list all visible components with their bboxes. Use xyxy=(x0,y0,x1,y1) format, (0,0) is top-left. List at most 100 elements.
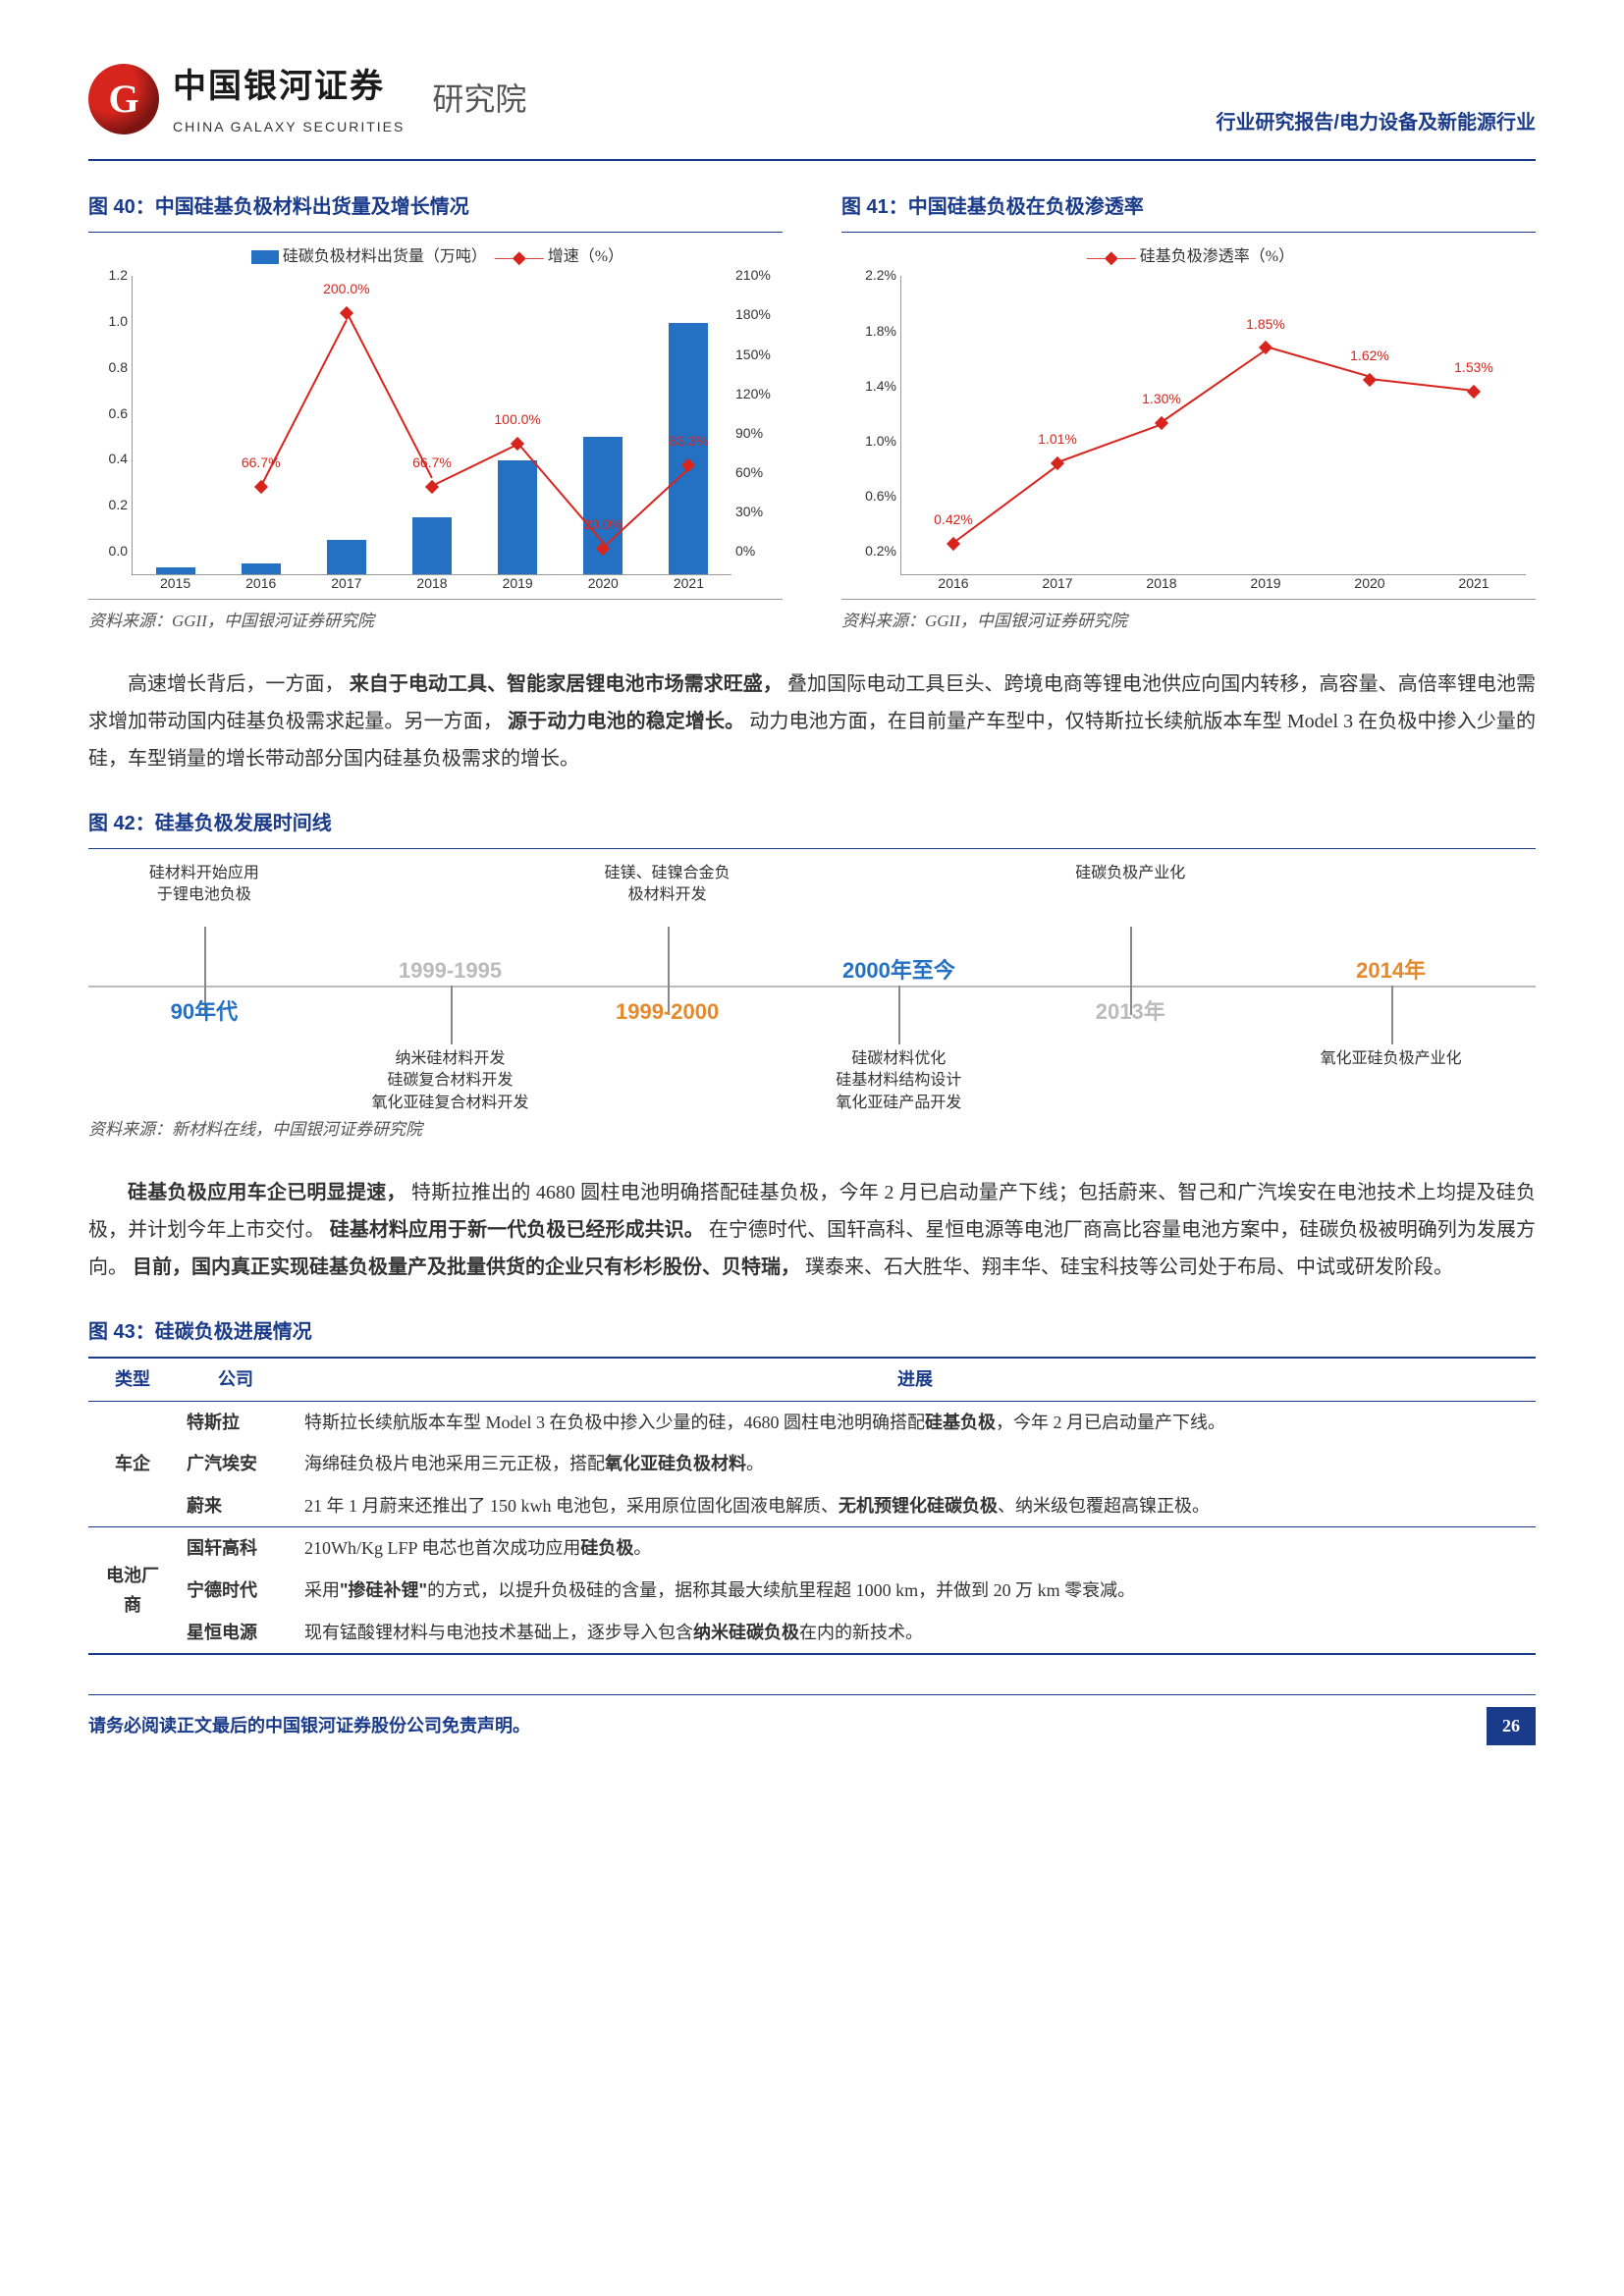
x-label: 2019 xyxy=(1250,572,1280,596)
tick xyxy=(204,927,206,986)
company-cell: 蔚来 xyxy=(177,1485,295,1527)
desc-cell: 采用"掺硅补锂"的方式，以提升负极硅的含量，据称其最大续航里程超 1000 km… xyxy=(295,1570,1536,1612)
table-header-row: 类型公司进展 xyxy=(88,1359,1536,1401)
company-cell: 国轩高科 xyxy=(177,1527,295,1570)
era-label: 2014年 xyxy=(1356,952,1426,988)
company-cell: 广汽埃安 xyxy=(177,1443,295,1485)
tick xyxy=(1130,927,1132,986)
line-seg xyxy=(952,465,1057,544)
point-label: 1.53% xyxy=(1454,356,1493,380)
p2-a: 硅基负极应用车企已明显提速， xyxy=(128,1182,406,1203)
tick xyxy=(668,927,670,986)
fig41-legend: —◆—硅基负极渗透率（%） xyxy=(841,242,1536,273)
figure-41: 图 41：中国硅基负极在负极渗透率 —◆—硅基负极渗透率（%） 0.2%0.6%… xyxy=(841,190,1536,636)
timeline-diagram: 90年代硅材料开始应用于锂电池负极1999-1995纳米硅材料开发硅碳复合材料开… xyxy=(88,863,1536,1108)
company-name-en: CHINA GALAXY SECURITIES xyxy=(173,116,405,139)
p1-a: 高速增长背后，一方面， xyxy=(128,673,345,695)
fig40-source: 资料来源：GGII，中国银河证券研究院 xyxy=(88,608,783,636)
p1-d: 源于动力电池的稳定增长。 xyxy=(508,711,744,732)
bar-swatch-icon xyxy=(251,250,279,264)
table-row: 车企特斯拉特斯拉长续航版本车型 Model 3 在负极中掺入少量的硅，4680 … xyxy=(88,1401,1536,1443)
x-label: 2019 xyxy=(503,572,533,596)
page-header: G 中国银河证券 CHINA GALAXY SECURITIES 研究院 行业研… xyxy=(88,59,1536,161)
tl-top-label: 硅材料开始应用于锂电池负极 xyxy=(149,863,259,907)
line-point xyxy=(1467,385,1481,399)
bar xyxy=(412,517,452,574)
page-number: 26 xyxy=(1487,1707,1536,1745)
x-label: 2020 xyxy=(588,572,619,596)
line-seg xyxy=(346,311,433,478)
legend-bar-label: 硅碳负极材料出货量（万吨） xyxy=(283,248,487,265)
desc-cell: 现有锰酸锂材料与电池技术基础上，逐步导入包含纳米硅碳负极在内的新技术。 xyxy=(295,1612,1536,1654)
x-label: 2020 xyxy=(1354,572,1384,596)
tl-bot-label: 硅碳材料优化硅基材料结构设计氧化亚硅产品开发 xyxy=(836,1048,961,1114)
point-label: 0.42% xyxy=(934,508,973,532)
fig42-source: 资料来源：新材料在线，中国银河证券研究院 xyxy=(88,1116,1536,1145)
point-label: 1.01% xyxy=(1038,428,1077,452)
era-label: 1999-2000 xyxy=(616,993,719,1030)
x-label: 2016 xyxy=(245,572,276,596)
fig43-title: 图 43：硅碳负极进展情况 xyxy=(88,1315,1536,1349)
x-label: 2015 xyxy=(160,572,190,596)
col-header: 进展 xyxy=(295,1359,1536,1401)
fig41-source: 资料来源：GGII，中国银河证券研究院 xyxy=(841,608,1536,636)
x-label: 2016 xyxy=(938,572,968,596)
paragraph-2: 硅基负极应用车企已明显提速， 特斯拉推出的 4680 圆柱电池明确搭配硅基负极，… xyxy=(88,1174,1536,1286)
legend-line-label: 硅基负极渗透率（%） xyxy=(1140,248,1294,265)
fig40-title: 图 40：中国硅基负极材料出货量及增长情况 xyxy=(88,190,783,224)
x-label: 2017 xyxy=(331,572,361,596)
table-row: 宁德时代采用"掺硅补锂"的方式，以提升负极硅的含量，据称其最大续航里程超 100… xyxy=(88,1570,1536,1612)
x-label: 2021 xyxy=(674,572,704,596)
tl-bot-label: 纳米硅材料开发硅碳复合材料开发氧化亚硅复合材料开发 xyxy=(371,1048,528,1114)
table-row: 电池厂商国轩高科210Wh/Kg LFP 电芯也首次成功应用硅负极。 xyxy=(88,1527,1536,1570)
x-label: 2018 xyxy=(416,572,447,596)
tick xyxy=(898,986,900,1044)
company-cell: 特斯拉 xyxy=(177,1401,295,1443)
p2-f: 璞泰来、石大胜华、翔丰华、硅宝科技等公司处于布局、中试或研发阶段。 xyxy=(805,1256,1453,1278)
desc-cell: 210Wh/Kg LFP 电芯也首次成功应用硅负极。 xyxy=(295,1527,1536,1570)
category-cell: 车企 xyxy=(88,1401,177,1527)
line-marker-icon: —◆— xyxy=(1087,242,1136,273)
point-label: 83.3% xyxy=(670,430,709,454)
point-label: 200.0% xyxy=(323,278,369,301)
progress-table: 类型公司进展车企特斯拉特斯拉长续航版本车型 Model 3 在负极中掺入少量的硅… xyxy=(88,1359,1536,1653)
bar xyxy=(498,460,537,575)
fig41-chart: 0.2%0.6%1.0%1.4%1.8%2.2% 201620172018201… xyxy=(841,276,1536,600)
col-header: 类型 xyxy=(88,1359,177,1401)
desc-cell: 特斯拉长续航版本车型 Model 3 在负极中掺入少量的硅，4680 圆柱电池明… xyxy=(295,1401,1536,1443)
x-label: 2017 xyxy=(1042,572,1072,596)
era-label: 1999-1995 xyxy=(399,952,502,988)
line-seg xyxy=(1161,349,1266,423)
col-header: 公司 xyxy=(177,1359,295,1401)
chart-row-40-41: 图 40：中国硅基负极材料出货量及增长情况 硅碳负极材料出货量（万吨） —◆—增… xyxy=(88,190,1536,636)
p1-b: 来自于电动工具、智能家居锂电池市场需求旺盛， xyxy=(350,673,783,695)
desc-cell: 海绵硅负极片电池采用三元正极，搭配氧化亚硅负极材料。 xyxy=(295,1443,1536,1485)
logo-icon: G xyxy=(88,64,159,134)
p2-e: 目前，国内真正实现硅基负极量产及批量供货的企业只有杉杉股份、贝特瑞， xyxy=(133,1256,800,1278)
era-label: 90年代 xyxy=(171,993,238,1030)
table-row: 蔚来21 年 1 月蔚来还推出了 150 kwh 电池包，采用原位固化固液电解质… xyxy=(88,1485,1536,1527)
x-label: 2021 xyxy=(1458,572,1489,596)
fig40-legend: 硅碳负极材料出货量（万吨） —◆—增速（%） xyxy=(88,242,783,273)
company-cell: 宁德时代 xyxy=(177,1570,295,1612)
point-label: 1.62% xyxy=(1350,345,1389,368)
era-label: 2000年至今 xyxy=(842,952,955,988)
tick xyxy=(451,986,453,1044)
logo-text: 中国银河证券 CHINA GALAXY SECURITIES xyxy=(173,59,405,139)
institute-label: 研究院 xyxy=(432,73,526,126)
category-cell: 电池厂商 xyxy=(88,1527,177,1653)
line-seg xyxy=(260,320,348,487)
figure-40: 图 40：中国硅基负极材料出货量及增长情况 硅碳负极材料出货量（万吨） —◆—增… xyxy=(88,190,783,636)
company-name-cn: 中国银河证券 xyxy=(173,59,405,116)
point-label: 1.85% xyxy=(1246,313,1285,337)
desc-cell: 21 年 1 月蔚来还推出了 150 kwh 电池包，采用原位固化固液电解质、无… xyxy=(295,1485,1536,1527)
figure-43: 图 43：硅碳负极进展情况 类型公司进展车企特斯拉特斯拉长续航版本车型 Mode… xyxy=(88,1315,1536,1655)
logo-block: G 中国银河证券 CHINA GALAXY SECURITIES 研究院 xyxy=(88,59,526,139)
bar xyxy=(327,540,366,574)
paragraph-1: 高速增长背后，一方面， 来自于电动工具、智能家居锂电池市场需求旺盛， 叠加国际电… xyxy=(88,666,1536,777)
figure-42: 图 42：硅基负极发展时间线 90年代硅材料开始应用于锂电池负极1999-199… xyxy=(88,807,1536,1145)
table-row: 星恒电源现有锰酸锂材料与电池技术基础上，逐步导入包含纳米硅碳负极在内的新技术。 xyxy=(88,1612,1536,1654)
x-label: 2018 xyxy=(1146,572,1176,596)
legend-line-label: 增速（%） xyxy=(548,248,623,265)
table-row: 广汽埃安海绵硅负极片电池采用三元正极，搭配氧化亚硅负极材料。 xyxy=(88,1443,1536,1485)
